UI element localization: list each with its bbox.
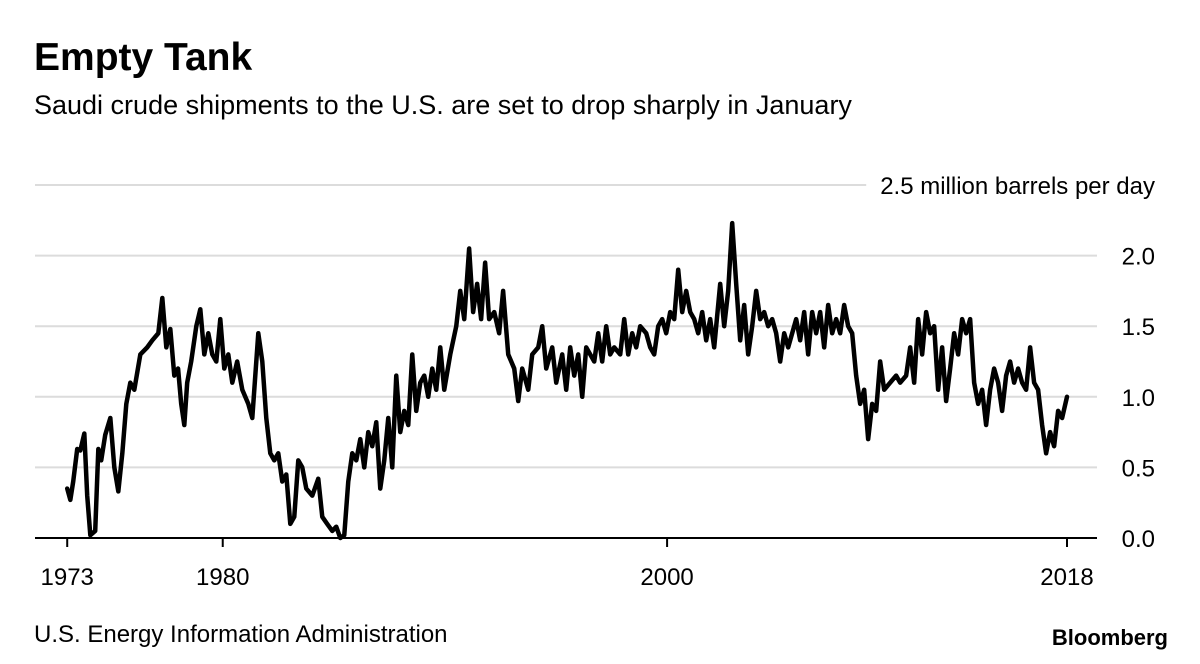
y-tick-label: 2.5 million barrels per day [880,173,1155,200]
x-tick-label: 2018 [1040,564,1093,591]
chart-title: Empty Tank [34,36,252,79]
y-tick-label: 2.0 [1122,244,1155,271]
x-tick-label: 2000 [640,564,693,591]
credit: Bloomberg [1052,625,1168,650]
data-line [64,220,1070,541]
source: U.S. Energy Information Administration [34,621,448,648]
x-tick-label: 1973 [41,564,94,591]
y-tick-label: 0.5 [1122,455,1155,482]
y-tick-label: 1.5 [1122,314,1155,341]
y-tick-label: 1.0 [1122,385,1155,412]
chart-subtitle: Saudi crude shipments to the U.S. are se… [34,90,852,120]
y-tick-label: 0.0 [1122,526,1155,553]
x-tick-label: 1980 [196,564,249,591]
